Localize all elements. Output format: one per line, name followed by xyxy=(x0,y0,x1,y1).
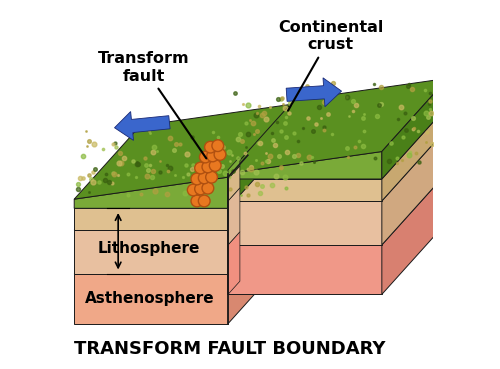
Polygon shape xyxy=(228,106,448,179)
Circle shape xyxy=(207,150,218,162)
Polygon shape xyxy=(74,177,228,208)
Circle shape xyxy=(214,149,226,160)
Polygon shape xyxy=(228,157,294,274)
Polygon shape xyxy=(228,128,448,201)
Polygon shape xyxy=(74,104,294,199)
Polygon shape xyxy=(74,201,294,274)
Text: Asthenosphere: Asthenosphere xyxy=(84,292,214,306)
Polygon shape xyxy=(286,78,342,107)
Polygon shape xyxy=(382,172,448,294)
Circle shape xyxy=(212,140,224,152)
Polygon shape xyxy=(228,172,448,245)
Polygon shape xyxy=(228,232,240,294)
Polygon shape xyxy=(228,78,448,173)
Polygon shape xyxy=(228,157,240,179)
Polygon shape xyxy=(74,208,228,230)
Polygon shape xyxy=(228,188,240,245)
Circle shape xyxy=(191,173,203,185)
Polygon shape xyxy=(74,135,294,208)
Polygon shape xyxy=(382,128,448,245)
Polygon shape xyxy=(74,274,228,324)
Polygon shape xyxy=(382,78,448,179)
Circle shape xyxy=(202,182,213,194)
Polygon shape xyxy=(228,152,382,179)
Polygon shape xyxy=(228,166,240,201)
Circle shape xyxy=(198,172,210,184)
Text: Transform
fault: Transform fault xyxy=(98,51,206,158)
Polygon shape xyxy=(228,104,294,208)
Circle shape xyxy=(198,195,210,207)
Polygon shape xyxy=(228,201,382,245)
Circle shape xyxy=(188,184,199,196)
Circle shape xyxy=(202,161,213,173)
Polygon shape xyxy=(382,106,448,201)
Polygon shape xyxy=(228,135,294,230)
Circle shape xyxy=(204,141,216,153)
Polygon shape xyxy=(74,157,294,230)
Circle shape xyxy=(191,195,203,207)
Text: Lithosphere: Lithosphere xyxy=(98,241,200,256)
Text: Continental
crust: Continental crust xyxy=(278,20,384,111)
Polygon shape xyxy=(228,245,382,294)
Circle shape xyxy=(200,151,211,163)
Polygon shape xyxy=(74,230,228,274)
Circle shape xyxy=(206,171,218,183)
Circle shape xyxy=(210,160,221,171)
Polygon shape xyxy=(114,111,170,141)
Circle shape xyxy=(194,183,206,195)
Polygon shape xyxy=(228,201,294,324)
Polygon shape xyxy=(228,179,382,201)
Text: TRANSFORM FAULT BOUNDARY: TRANSFORM FAULT BOUNDARY xyxy=(74,341,386,358)
Circle shape xyxy=(194,162,206,174)
